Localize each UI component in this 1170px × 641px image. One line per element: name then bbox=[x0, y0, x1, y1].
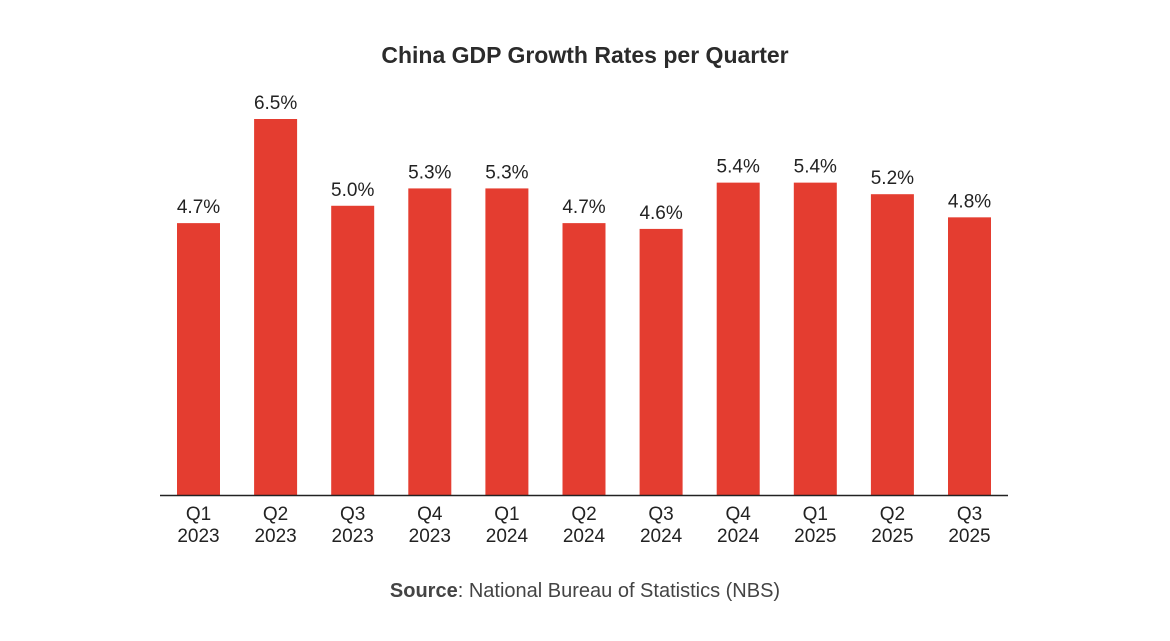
bar bbox=[408, 188, 452, 495]
x-tick-label: 2025 bbox=[871, 526, 913, 547]
data-label: 5.4% bbox=[794, 157, 837, 178]
x-tick-label: Q2 bbox=[263, 504, 288, 525]
x-tick-label: Q1 bbox=[186, 504, 211, 525]
data-label: 5.3% bbox=[485, 162, 528, 183]
bar bbox=[562, 223, 606, 495]
source-text: : National Bureau of Statistics (NBS) bbox=[457, 580, 781, 602]
bar bbox=[485, 188, 529, 495]
x-tick-label: 2023 bbox=[254, 526, 296, 547]
x-tick-label: 2024 bbox=[563, 526, 606, 547]
data-label: 5.0% bbox=[331, 180, 374, 201]
x-tick-label: Q4 bbox=[726, 504, 752, 525]
data-label: 4.7% bbox=[562, 197, 605, 218]
source-label: Source bbox=[389, 580, 458, 602]
bar bbox=[870, 194, 914, 495]
chart-title: China GDP Growth Rates per Quarter bbox=[381, 42, 789, 68]
x-tick-label: 2023 bbox=[332, 526, 374, 547]
x-tick-label: Q3 bbox=[957, 504, 982, 525]
x-tick-label: Q2 bbox=[571, 504, 596, 525]
x-tick-label: 2023 bbox=[177, 526, 219, 547]
data-label: 5.4% bbox=[717, 157, 760, 178]
data-label: 4.7% bbox=[177, 197, 220, 218]
bar bbox=[331, 205, 375, 495]
x-tick-label: Q2 bbox=[880, 504, 905, 525]
x-tick-label: Q3 bbox=[340, 504, 365, 525]
x-tick-label: 2024 bbox=[486, 526, 529, 547]
source-note: Source: National Bureau of Statistics (N… bbox=[0, 580, 1170, 603]
x-tick-label: 2024 bbox=[717, 526, 760, 547]
x-tick-label: Q3 bbox=[648, 504, 673, 525]
x-tick-label: 2025 bbox=[948, 526, 990, 547]
x-tick-label: Q1 bbox=[494, 504, 519, 525]
x-tick-label: Q1 bbox=[803, 504, 828, 525]
bar bbox=[948, 217, 991, 496]
bar bbox=[716, 182, 760, 495]
bar bbox=[639, 228, 683, 495]
bar bbox=[254, 119, 298, 495]
x-tick-label: 2024 bbox=[640, 526, 683, 547]
data-label: 5.2% bbox=[871, 168, 914, 189]
bar bbox=[177, 223, 220, 495]
x-tick-label: Q4 bbox=[417, 504, 443, 525]
data-label: 4.6% bbox=[639, 203, 682, 224]
data-label: 5.3% bbox=[408, 162, 451, 183]
data-label: 6.5% bbox=[254, 93, 297, 114]
x-tick-label: 2023 bbox=[409, 526, 451, 547]
data-label: 4.8% bbox=[948, 191, 991, 212]
bar bbox=[793, 182, 837, 495]
x-tick-label: 2025 bbox=[794, 526, 836, 547]
